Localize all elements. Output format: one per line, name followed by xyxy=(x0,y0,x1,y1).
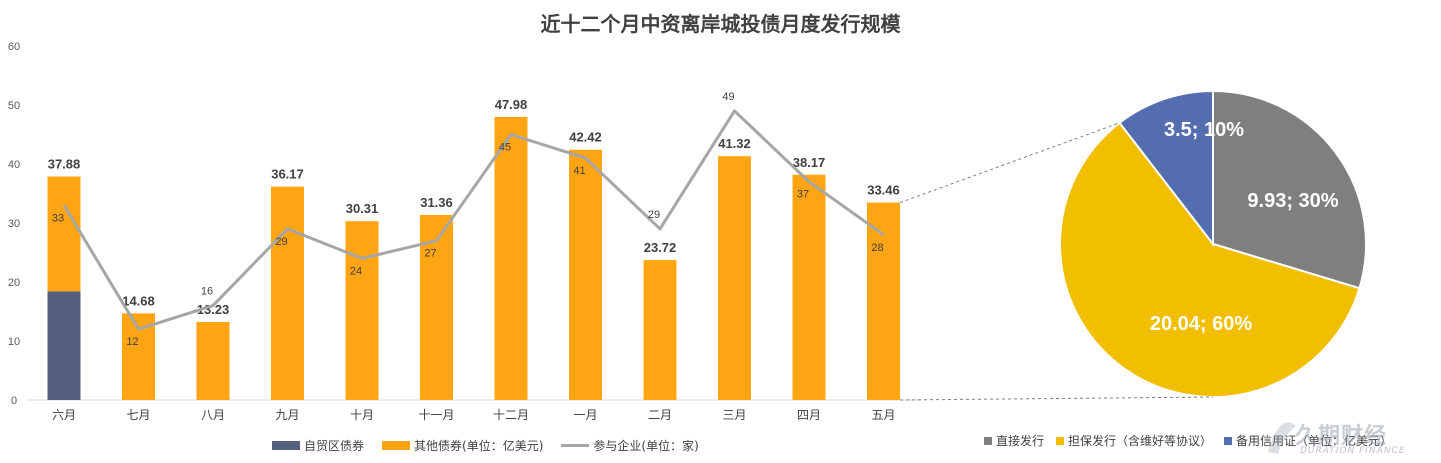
pie-slice-label: 9.93; 30% xyxy=(1247,190,1338,212)
pie-slice-direct-issue xyxy=(1212,89,1367,290)
participants-data-label: 37 xyxy=(797,189,809,201)
legend-label-direct-issue: 直接发行 xyxy=(996,434,1045,448)
participants-data-label: 49 xyxy=(722,91,734,103)
x-tick-label: 一月 xyxy=(573,408,597,422)
connector-line-top xyxy=(899,122,1120,204)
bar-other-bonds xyxy=(792,174,826,400)
bar-other-bonds xyxy=(196,321,230,400)
bar-total-label: 14.68 xyxy=(122,293,155,308)
bar-ftz-bonds xyxy=(47,291,81,400)
watermark-subtext: DURATION FINANCE xyxy=(1300,446,1406,456)
y-tick-label: 30 xyxy=(8,218,20,230)
y-tick-label: 50 xyxy=(8,100,20,112)
participants-data-label: 33 xyxy=(52,212,64,224)
bar-total-label: 23.72 xyxy=(644,240,677,255)
participants-data-label: 12 xyxy=(126,336,138,348)
watermark-text: 久期财经 xyxy=(1295,424,1388,449)
bar-other-bonds xyxy=(420,214,453,400)
bar-other-bonds xyxy=(867,202,900,400)
legend-swatch-guaranteed-issue xyxy=(1056,436,1065,445)
participants-data-label: 29 xyxy=(275,236,287,248)
legend-label-participants: 参与企业(单位：家) xyxy=(593,439,699,453)
x-tick-label: 二月 xyxy=(648,408,672,422)
participants-data-label: 29 xyxy=(648,209,660,221)
pie-slice-label: 3.5; 10% xyxy=(1164,119,1244,141)
bar-total-label: 31.36 xyxy=(420,195,453,210)
participants-line xyxy=(62,109,885,331)
bar-chart-legend: 自贸区债券 其他债券(单位：亿美元) 参与企业(单位：家) xyxy=(272,437,699,454)
bar-other-bonds xyxy=(643,260,677,400)
bar-total-label: 33.46 xyxy=(867,183,900,198)
bar-total-label: 38.17 xyxy=(793,155,826,170)
legend-swatch-participants xyxy=(561,444,590,447)
x-tick-label: 八月 xyxy=(201,408,225,422)
legend-item-guaranteed-issue: 担保发行（含维好等协议） xyxy=(1056,432,1212,449)
x-tick-label: 四月 xyxy=(797,408,821,422)
legend-item-ftz-bonds: 自贸区债券 xyxy=(272,437,364,454)
legend-item-other-bonds: 其他债券(单位：亿美元) xyxy=(382,437,543,454)
bar-total-label: 47.98 xyxy=(495,97,528,112)
participants-data-label: 16 xyxy=(201,286,213,298)
legend-swatch-direct-issue xyxy=(984,436,992,445)
bar-other-bonds xyxy=(271,186,304,400)
legend-item-direct-issue: 直接发行 xyxy=(984,432,1044,449)
connector-line-bottom xyxy=(899,396,1214,401)
x-tick-label: 七月 xyxy=(126,408,150,422)
bar-total-label: 41.32 xyxy=(718,136,751,151)
pie-slice-label: 20.04; 60% xyxy=(1150,313,1253,335)
chart-title: 近十二个月中资离岸城投债月度发行规模 xyxy=(540,12,901,36)
y-tick-label: 60 xyxy=(8,41,20,53)
y-tick-label: 0 xyxy=(11,395,17,407)
legend-swatch-ftz-bonds xyxy=(272,441,300,450)
bar-total-label: 36.17 xyxy=(271,167,304,182)
pie-slice-standby-lc xyxy=(1118,89,1214,247)
y-tick-label: 40 xyxy=(8,159,20,171)
participants-data-label: 28 xyxy=(871,242,883,254)
legend-label-standby-lc: 备用信用证（单位：亿美元） xyxy=(1236,434,1393,448)
legend-swatch-other-bonds xyxy=(382,441,411,450)
watermark-logo-icon xyxy=(1268,422,1296,454)
x-tick-label: 六月 xyxy=(52,408,76,422)
legend-item-participants: 参与企业(单位：家) xyxy=(561,437,699,454)
legend-label-guaranteed-issue: 担保发行（含维好等协议） xyxy=(1068,434,1213,448)
bar-other-bonds xyxy=(718,156,751,400)
pie-slice-guaranteed-issue xyxy=(1059,121,1361,398)
legend-label-ftz-bonds: 自贸区债券 xyxy=(304,439,365,453)
legend-label-other-bonds: 其他债券(单位：亿美元) xyxy=(414,439,544,453)
bar-total-label: 13.23 xyxy=(197,302,230,317)
bar-total-label: 30.31 xyxy=(346,201,379,216)
pie-chart-legend: 直接发行 担保发行（含维好等协议） 备用信用证（单位：亿美元） xyxy=(984,432,1392,449)
bar-other-bonds xyxy=(345,221,379,400)
bar-total-label: 42.42 xyxy=(569,130,602,145)
legend-swatch-standby-lc xyxy=(1224,436,1233,445)
x-tick-label: 十月 xyxy=(350,408,374,422)
y-tick-label: 20 xyxy=(8,277,20,289)
x-tick-label: 九月 xyxy=(275,408,299,422)
participants-data-label: 45 xyxy=(499,142,511,154)
bar-other-bonds xyxy=(47,176,81,292)
bar-other-bonds xyxy=(569,149,602,400)
participants-data-label: 27 xyxy=(424,248,436,260)
x-tick-label: 十二月 xyxy=(493,408,529,422)
y-tick-label: 10 xyxy=(8,336,20,348)
bar-total-label: 37.88 xyxy=(48,157,81,172)
participants-data-label: 24 xyxy=(350,265,362,277)
x-tick-label: 五月 xyxy=(871,408,895,422)
legend-item-standby-lc: 备用信用证（单位：亿美元） xyxy=(1224,432,1392,449)
x-tick-label: 三月 xyxy=(722,408,746,422)
x-tick-label: 十一月 xyxy=(418,408,454,422)
bar-other-bonds xyxy=(494,116,528,400)
participants-data-label: 41 xyxy=(573,165,585,177)
